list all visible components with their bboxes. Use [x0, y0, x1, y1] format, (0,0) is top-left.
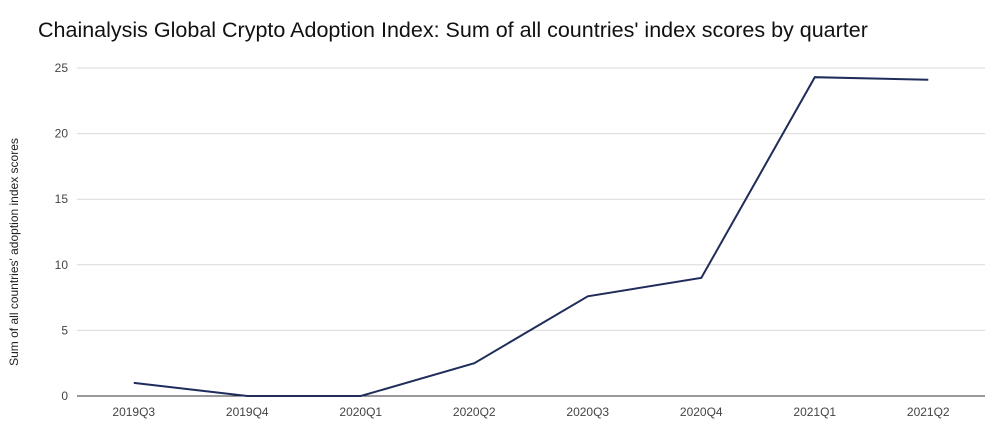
- x-tick-label: 2021Q1: [793, 405, 836, 419]
- y-tick-label: 5: [61, 323, 68, 337]
- y-tick-label: 15: [55, 192, 69, 206]
- y-tick-label: 20: [55, 127, 69, 141]
- y-tick-label: 0: [61, 389, 68, 403]
- gridlines: [77, 67, 985, 331]
- series-line: [133, 76, 929, 397]
- x-tick-label: 2020Q2: [453, 405, 496, 419]
- x-axis-ticks: 2019Q3 2019Q4 2020Q1 2020Q2 2020Q3 2020Q4 2021…: [112, 405, 950, 419]
- x-tick-label: 2020Q1: [339, 405, 382, 419]
- x-tick-label: 2021Q2: [907, 405, 950, 419]
- x-tick-label: 2020Q4: [680, 405, 723, 419]
- y-tick-label: 10: [55, 258, 69, 272]
- x-tick-label: 2019Q4: [226, 405, 269, 419]
- y-tick-label: 25: [55, 61, 69, 75]
- x-tick-label: 2019Q3: [112, 405, 155, 419]
- y-axis-ticks: 0 5 10 15 20 25: [55, 61, 69, 403]
- chart-title: Chainalysis Global Crypto Adoption Index…: [38, 18, 868, 42]
- y-axis-label: Sum of all countries' adoption index sco…: [7, 138, 21, 366]
- x-tick-label: 2020Q3: [566, 405, 609, 419]
